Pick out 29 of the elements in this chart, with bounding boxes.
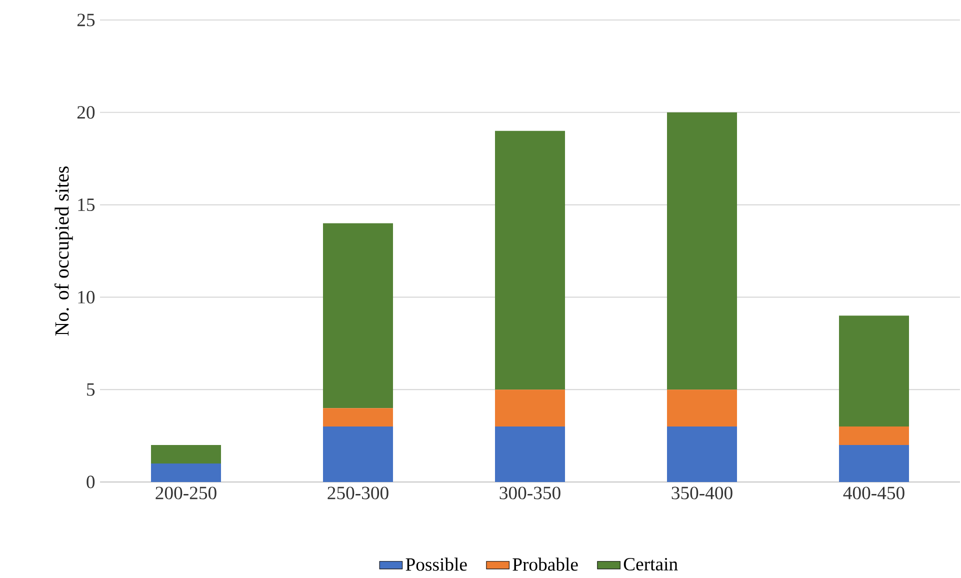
bar [839,445,909,482]
bar [151,445,222,464]
x-tick-label: 350-400 [672,486,732,500]
bar [839,316,909,427]
y-tick-label: 25 [77,14,95,26]
bar [495,130,566,390]
bar [667,426,738,482]
bar [323,426,394,482]
bar [495,426,566,482]
y-tick-label: 10 [78,290,95,304]
y-axis-title: No. of occupied sites [54,166,73,336]
bar [323,223,394,408]
bar [667,390,738,427]
legend-label: Probable [512,558,578,571]
bar [151,464,222,482]
y-tick-label: 20 [77,106,95,119]
y-tick-label: 15 [78,198,95,212]
bar [667,112,738,390]
bar [839,426,909,446]
bar [495,390,566,427]
legend-label: Possible [406,558,467,571]
x-tick-label: 400-450 [843,486,904,500]
legend-label: Certain [624,558,678,571]
x-tick-label: 300-350 [500,486,560,500]
y-tick-label: 5 [87,383,95,396]
y-tick-label: 0 [86,476,95,488]
bar [323,408,394,427]
x-tick-label: 250-300 [328,486,388,500]
x-tick-label: 200-250 [156,486,216,500]
